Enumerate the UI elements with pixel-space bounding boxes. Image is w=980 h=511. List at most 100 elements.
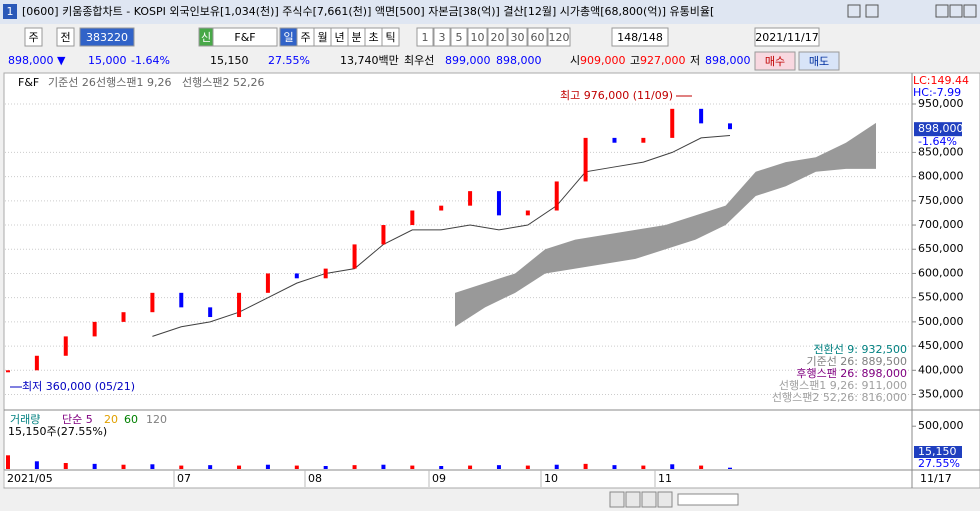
quote-item: 15,000 xyxy=(88,54,127,67)
code-input[interactable] xyxy=(79,27,135,47)
volume-legend: 120 xyxy=(146,413,167,426)
y-tick-label: 650,000 xyxy=(918,242,964,255)
scroll-button[interactable] xyxy=(657,491,673,508)
control[interactable] xyxy=(865,4,879,18)
chart-area xyxy=(3,72,980,489)
volume-bar xyxy=(525,465,530,469)
interval-button-label[interactable]: 년 xyxy=(334,31,344,44)
volume-bar xyxy=(294,465,299,469)
y-tick-label: 700,000 xyxy=(918,218,964,231)
multiplier-button-label[interactable]: 20 xyxy=(491,31,505,44)
control[interactable] xyxy=(847,4,861,18)
multiplier-button-label[interactable]: 3 xyxy=(439,31,446,44)
y-tick-label: 800,000 xyxy=(918,170,964,183)
scroll-button[interactable] xyxy=(625,491,641,508)
multiplier-button-label[interactable]: 1 xyxy=(422,31,429,44)
window-number: 1 xyxy=(7,5,14,18)
candle xyxy=(150,292,155,313)
sell-button[interactable] xyxy=(798,51,840,71)
date-label: 11 xyxy=(658,472,672,485)
lc-label: LC:149.44 xyxy=(913,74,969,87)
interval-button-label[interactable]: 틱 xyxy=(385,31,395,44)
interval-button-label[interactable]: 주 xyxy=(300,31,310,44)
interval-button-label[interactable]: 월 xyxy=(317,31,327,44)
multiplier-button-label[interactable]: 10 xyxy=(471,31,485,44)
candle xyxy=(63,336,68,356)
candle xyxy=(439,205,444,211)
date-field-label[interactable]: 2021/11/17 xyxy=(755,31,818,44)
multiplier-button-label[interactable]: 5 xyxy=(456,31,463,44)
y-tick-label: 950,000 xyxy=(918,97,964,110)
window-icon xyxy=(3,4,17,19)
date-label: 11/17 xyxy=(920,472,952,485)
legend-item: 기준선 26 xyxy=(48,76,96,89)
candle xyxy=(208,307,213,318)
maximize[interactable] xyxy=(949,4,963,18)
volume-bar xyxy=(468,465,473,469)
buy-button-label[interactable]: 매수 xyxy=(765,55,785,68)
multiplier-button[interactable] xyxy=(507,27,528,47)
multiplier-button[interactable] xyxy=(487,27,508,47)
scroll-track[interactable] xyxy=(677,493,739,506)
multiplier-button[interactable] xyxy=(527,27,548,47)
multiplier-button-label[interactable]: 60 xyxy=(531,31,545,44)
candle xyxy=(237,292,242,318)
candle xyxy=(294,273,299,279)
close[interactable] xyxy=(963,4,977,18)
multiplier-button[interactable] xyxy=(547,27,571,47)
scroll-button[interactable] xyxy=(609,491,625,508)
code-input-label[interactable]: 383220 xyxy=(86,31,128,44)
y-tick-label: 550,000 xyxy=(918,291,964,304)
interval-button[interactable] xyxy=(381,27,400,47)
volume-legend: 단순 5 xyxy=(62,413,93,426)
volume-bar xyxy=(323,466,328,469)
period-select-label[interactable]: 전 xyxy=(60,31,70,44)
interval-button-label[interactable]: 일 xyxy=(283,30,293,44)
candle xyxy=(468,191,473,206)
candle xyxy=(496,191,501,216)
multiplier-button-label[interactable]: 120 xyxy=(549,31,570,44)
count-field-label[interactable]: 148/148 xyxy=(617,31,663,44)
multiplier-button-label[interactable]: 30 xyxy=(511,31,525,44)
scroll-button[interactable] xyxy=(641,491,657,508)
market-select-label[interactable]: 주 xyxy=(28,31,38,44)
quote-item: 고 xyxy=(630,54,640,67)
multiplier-button[interactable] xyxy=(416,27,434,47)
multiplier-button[interactable] xyxy=(467,27,488,47)
date-field[interactable] xyxy=(754,27,820,47)
candle xyxy=(121,312,126,322)
sell-button-label[interactable]: 매도 xyxy=(809,55,829,68)
name-tag-label[interactable]: 신 xyxy=(201,31,211,44)
y-tick-label: 600,000 xyxy=(918,266,964,279)
candle xyxy=(410,210,415,226)
period-select[interactable] xyxy=(56,27,75,47)
volume-bar xyxy=(121,464,126,469)
volume-bar xyxy=(208,465,213,469)
interval-button-label[interactable]: 초 xyxy=(368,31,378,44)
count-field[interactable] xyxy=(611,27,669,47)
last-price-label: 898,000 xyxy=(918,122,964,135)
multiplier-button[interactable] xyxy=(433,27,451,47)
high-note: 최고 976,000 (11/09) xyxy=(560,89,673,102)
buy-button[interactable] xyxy=(754,51,796,71)
market-select[interactable] xyxy=(24,27,43,47)
volume-bar xyxy=(641,465,646,469)
date-label: 2021/05 xyxy=(7,472,53,485)
volume-bar xyxy=(699,465,704,469)
name-input-label[interactable]: F&F xyxy=(234,31,255,44)
volume-bar xyxy=(583,463,588,469)
quote-item: 927,000 xyxy=(640,54,686,67)
indicator-value: 후행스팬 26: 898,000 xyxy=(796,367,907,380)
volume-legend: 20 xyxy=(104,413,118,426)
quote-item: 15,150 xyxy=(210,54,249,67)
multiplier-button[interactable] xyxy=(450,27,468,47)
minimize[interactable] xyxy=(935,4,949,18)
name-input[interactable] xyxy=(212,27,278,47)
quote-item: -1.64% xyxy=(131,54,170,67)
window-controls[interactable] xyxy=(847,4,977,18)
scroll-bar[interactable] xyxy=(0,489,980,511)
volume-bar xyxy=(612,465,617,469)
volume-bar xyxy=(381,464,386,469)
interval-button-label[interactable]: 분 xyxy=(351,31,361,44)
volume-bar xyxy=(496,465,501,469)
